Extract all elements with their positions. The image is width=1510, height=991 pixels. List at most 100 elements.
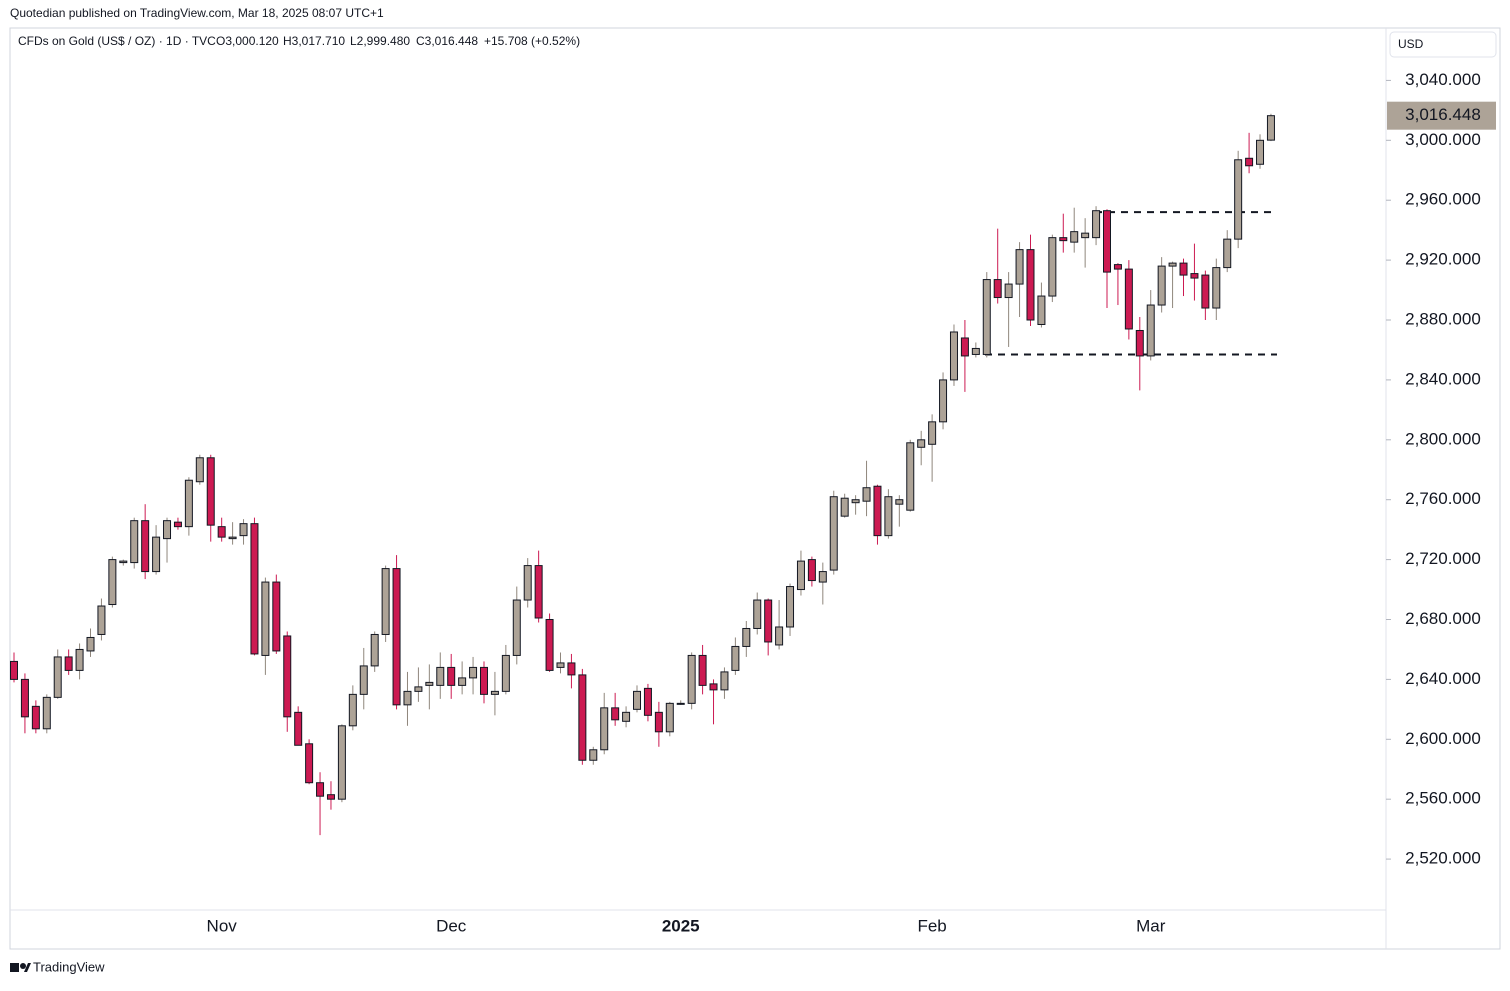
candle-body: [687, 654, 696, 704]
candle-body: [195, 457, 204, 483]
candle-body: [1266, 115, 1275, 141]
candle-body: [753, 599, 762, 629]
candle-body: [31, 705, 40, 730]
candle-body: [1048, 237, 1057, 297]
last-price-box: [1387, 101, 1496, 130]
y-tick-label: 2,560.000: [1405, 789, 1481, 808]
candle-body: [326, 794, 335, 800]
candle-body: [1037, 295, 1046, 325]
candle-body: [359, 665, 368, 695]
candle-body: [1103, 210, 1111, 273]
candle-body: [960, 337, 969, 357]
candle-body: [217, 526, 226, 538]
candle-body: [512, 599, 521, 656]
candle-body: [163, 520, 172, 540]
candle-body: [1157, 265, 1166, 306]
candle-body: [633, 690, 642, 710]
candle-body: [1059, 237, 1068, 242]
ohlc-open: O3,000.120: [216, 34, 279, 48]
change: +15.708 (+0.52%): [484, 34, 580, 48]
candle-body: [807, 559, 816, 582]
candle-body: [1124, 268, 1133, 330]
candle-body: [775, 626, 784, 646]
candle-body: [1146, 304, 1155, 357]
candle-body: [720, 671, 729, 691]
y-tick-label: 2,760.000: [1405, 489, 1481, 508]
y-tick-label: 2,640.000: [1405, 669, 1481, 688]
candle-body: [796, 560, 805, 591]
ohlc-high: H3,017.710: [283, 34, 345, 48]
candle-body: [731, 645, 740, 671]
candle-body: [567, 662, 576, 676]
candle-body: [818, 571, 827, 583]
candle-body: [152, 536, 161, 573]
candle-body: [611, 707, 620, 721]
candle-body: [895, 499, 904, 505]
candle-body: [643, 687, 652, 716]
y-tick-label: 2,960.000: [1405, 190, 1481, 209]
ohlc-low: L2,999.480: [350, 34, 410, 48]
y-tick-label: 2,720.000: [1405, 549, 1481, 568]
candle-body: [305, 743, 314, 784]
candle-body: [742, 627, 751, 647]
candle-body: [971, 347, 980, 355]
candle-body: [1168, 262, 1177, 267]
candle-body: [1070, 231, 1079, 243]
candle-body: [228, 536, 237, 540]
candle-body: [1113, 264, 1122, 270]
candle-body: [337, 725, 346, 800]
candle-body: [600, 707, 609, 751]
candle-body: [1004, 283, 1013, 299]
candle-body: [414, 686, 423, 692]
candle-body: [545, 618, 554, 671]
candle-body: [676, 702, 685, 705]
y-tick-label: 2,600.000: [1405, 729, 1481, 748]
candle-body: [534, 565, 543, 619]
candle-body: [348, 693, 357, 727]
candle-body: [993, 279, 1002, 299]
x-tick-label: Dec: [436, 916, 467, 935]
candle-body: [119, 560, 128, 564]
candle-body: [1190, 273, 1199, 279]
candle-body: [272, 581, 281, 652]
candle-body: [884, 496, 893, 537]
publisher: Quotedian published on TradingView.com, …: [10, 6, 384, 20]
candle-body: [786, 586, 795, 628]
candle-body: [381, 568, 390, 635]
chart-title: CFDs on Gold (US$ / OZ) · 1D · TVC: [18, 34, 216, 48]
candle-body: [1179, 262, 1188, 276]
candle-body: [403, 690, 412, 706]
candle-body: [250, 523, 259, 655]
candle-body: [447, 666, 456, 686]
candle-body: [141, 520, 150, 573]
candle-body: [42, 696, 51, 730]
candle-body: [1223, 238, 1232, 269]
candle-body: [469, 666, 478, 679]
candle-body: [1092, 210, 1101, 239]
candle-body: [1015, 249, 1024, 285]
candle-body: [698, 654, 707, 686]
candle-body: [436, 666, 445, 686]
candle-body: [1245, 157, 1254, 167]
candle-body: [1256, 139, 1265, 165]
candle-body: [20, 678, 29, 718]
last-price-label: 3,016.448: [1405, 105, 1481, 124]
candle-body: [86, 636, 95, 652]
ohlc-close: C3,016.448: [416, 34, 478, 48]
x-tick-label: Feb: [917, 916, 946, 935]
candle-body: [458, 677, 467, 686]
candle-body: [490, 690, 499, 695]
candle-body: [206, 457, 215, 526]
candle-body: [939, 379, 948, 423]
candle-body: [370, 633, 379, 667]
candle-body: [622, 711, 631, 722]
candle-body: [523, 565, 532, 601]
x-tick-label: 2025: [662, 916, 700, 935]
y-tick-label: 3,040.000: [1405, 70, 1481, 89]
y-tick-label: 3,000.000: [1405, 130, 1481, 149]
candle-body: [654, 711, 663, 733]
currency-box[interactable]: [1389, 31, 1497, 58]
y-tick-label: 2,800.000: [1405, 429, 1481, 448]
candle-body: [556, 662, 565, 668]
